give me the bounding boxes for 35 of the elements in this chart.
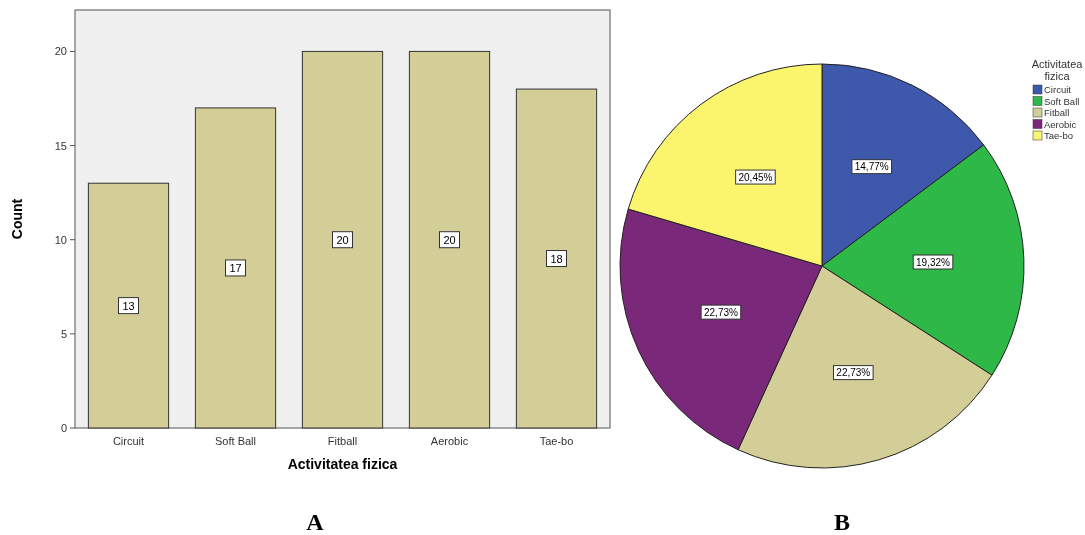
legend-label: Fitball bbox=[1044, 107, 1070, 118]
data-label: 22,73% bbox=[703, 306, 738, 318]
y-tick-label: 5 bbox=[60, 327, 67, 340]
legend-title: Activitatea fizica bbox=[1031, 58, 1084, 82]
data-label: 13 bbox=[122, 299, 135, 312]
legend-label: Soft Ball bbox=[1044, 95, 1080, 107]
bar bbox=[301, 50, 384, 429]
data-label: 20,45% bbox=[738, 171, 773, 183]
bar bbox=[515, 88, 598, 429]
y-axis-title: Count bbox=[9, 198, 25, 240]
legend-label: Aerobic bbox=[1044, 118, 1077, 130]
data-label: 22,73% bbox=[836, 367, 871, 379]
legend-label: Tae-bo bbox=[1044, 130, 1074, 141]
x-axis-title: Activitatea fizica bbox=[287, 456, 398, 472]
bar bbox=[194, 107, 277, 429]
text: A bbox=[306, 509, 325, 535]
data-label: 19,32% bbox=[916, 256, 951, 268]
text: B bbox=[833, 509, 851, 535]
legend-label: Circuit bbox=[1044, 84, 1072, 95]
x-tick-label: Fitball bbox=[327, 435, 358, 447]
y-tick-label: 20 bbox=[54, 45, 67, 58]
data-label: 18 bbox=[550, 252, 563, 265]
x-tick-label: Aerobic bbox=[430, 435, 469, 447]
y-tick-label: 15 bbox=[54, 139, 67, 152]
bar bbox=[408, 50, 491, 429]
x-tick-label: Soft Ball bbox=[215, 435, 256, 447]
data-label: 17 bbox=[229, 261, 242, 274]
y-tick-label: 10 bbox=[54, 233, 67, 246]
data-label: 20 bbox=[443, 233, 456, 246]
y-tick-label: 0 bbox=[60, 422, 67, 434]
x-tick-label: Circuit bbox=[112, 435, 145, 447]
data-label: 14,77% bbox=[854, 161, 889, 173]
x-tick-label: Tae-bo bbox=[539, 435, 574, 447]
bar bbox=[87, 182, 170, 429]
data-label: 20 bbox=[336, 233, 349, 246]
